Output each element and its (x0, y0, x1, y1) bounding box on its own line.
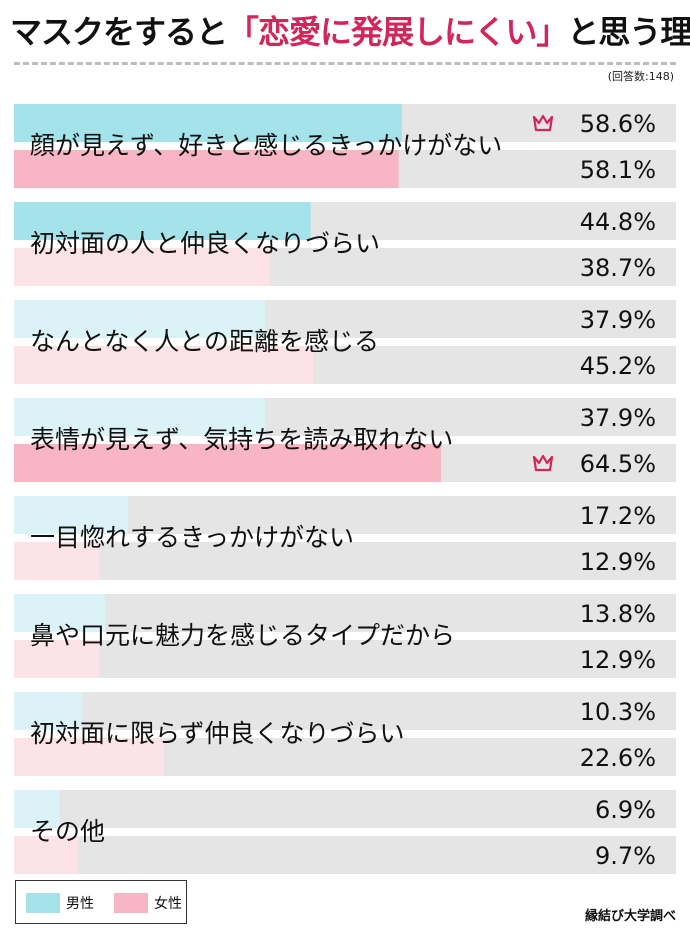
bar-male (14, 104, 402, 142)
bar-track (14, 640, 676, 678)
value-label: 17.2% (580, 502, 656, 530)
value-label: 13.8% (580, 600, 656, 628)
value-label: 12.9% (580, 548, 656, 576)
crown-icon (532, 454, 554, 472)
bar-male (14, 692, 83, 730)
title-prefix: マスクをすると (10, 13, 228, 51)
value-label: 44.8% (580, 208, 656, 236)
legend: 男性 女性 (15, 880, 187, 924)
category-label: 初対面に限らず仲良くなりづらい (30, 719, 405, 748)
category-label: 初対面の人と仲良くなりづらい (30, 229, 380, 258)
bar-male (14, 398, 265, 436)
bar-female (14, 248, 271, 286)
legend-swatch-female (114, 893, 148, 913)
category-label: 顔が見えず、好きと感じるきっかけがない (30, 131, 502, 160)
bar-track (14, 692, 676, 730)
value-label: 37.9% (580, 404, 656, 432)
value-label: 12.9% (580, 646, 656, 674)
legend-item-male: 男性 (26, 893, 94, 913)
category-label: 一目惚れするきっかけがない (30, 523, 354, 552)
value-label: 22.6% (580, 744, 656, 772)
bar-male (14, 496, 128, 534)
bar-female (14, 640, 100, 678)
category-label: 鼻や口元に魅力を感じるタイプだから (30, 621, 455, 650)
bar-female (14, 836, 79, 874)
value-label: 6.9% (595, 796, 656, 824)
value-label: 37.9% (580, 306, 656, 334)
bar-female (14, 150, 399, 188)
value-label: 10.3% (580, 698, 656, 726)
title-highlight: 「恋愛に発展しにくい」 (227, 13, 568, 51)
value-label: 58.1% (580, 156, 656, 184)
source-credit: 縁結び大学調べ (584, 909, 676, 924)
bar-male (14, 594, 106, 632)
bar-male (14, 300, 265, 338)
respondent-count: (回答数:148) (607, 70, 674, 83)
value-label: 58.6% (580, 110, 656, 138)
bar-track (14, 594, 676, 632)
bar-female (14, 444, 441, 482)
value-label: 9.7% (595, 842, 656, 870)
legend-item-female: 女性 (114, 893, 182, 913)
bar-male (14, 790, 60, 828)
chart-title: マスクをすると「恋愛に発展しにくい」と思う理由 (10, 12, 690, 52)
value-label: 45.2% (580, 352, 656, 380)
bar-female (14, 738, 164, 776)
category-label: なんとなく人との距離を感じる (30, 327, 379, 356)
category-label: その他 (30, 817, 105, 846)
bar-track (14, 542, 676, 580)
category-label: 表情が見えず、気持ちを読み取れない (30, 425, 453, 454)
value-label: 38.7% (580, 254, 656, 282)
legend-label-male: 男性 (66, 896, 94, 912)
title-divider (14, 62, 676, 65)
value-label: 64.5% (580, 450, 656, 478)
bar-female (14, 346, 314, 384)
legend-swatch-male (26, 893, 60, 913)
bar-track (14, 790, 676, 828)
crown-icon (532, 114, 554, 132)
bar-male (14, 202, 311, 240)
bar-track (14, 836, 676, 874)
legend-label-female: 女性 (154, 896, 182, 912)
bar-female (14, 542, 100, 580)
title-suffix: と思う理由 (567, 13, 690, 51)
